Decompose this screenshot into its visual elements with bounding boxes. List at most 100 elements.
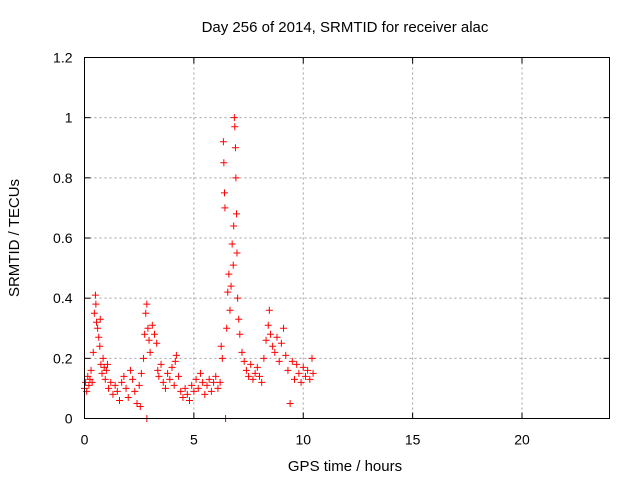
data-point [205, 375, 213, 383]
data-point [135, 381, 143, 389]
data-point [291, 375, 298, 383]
data-point [260, 354, 268, 362]
data-point [133, 399, 141, 407]
data-point [155, 372, 163, 380]
data-point [95, 333, 103, 341]
data-point [168, 363, 176, 371]
data-point [82, 378, 90, 386]
data-point [144, 324, 152, 332]
data-point [164, 369, 172, 377]
data-point [214, 384, 222, 392]
x-tick-label: 20 [514, 432, 530, 448]
data-point [194, 384, 202, 392]
data-point [92, 300, 100, 308]
data-point [256, 372, 263, 380]
data-point [145, 336, 153, 344]
data-point [93, 318, 101, 326]
data-point [258, 378, 266, 386]
data-point [153, 339, 161, 347]
data-point [122, 384, 130, 392]
data-point [217, 342, 225, 350]
data-point [111, 381, 119, 389]
data-point [245, 372, 253, 380]
data-point [288, 357, 296, 365]
data-point [188, 381, 196, 389]
data-point [277, 339, 285, 347]
data-point [212, 372, 220, 380]
data-point [166, 375, 174, 383]
data-point [282, 351, 290, 359]
x-tick-label: 5 [190, 432, 198, 448]
data-point [227, 282, 235, 290]
data-points [81, 114, 317, 422]
data-point [175, 372, 183, 380]
data-point [232, 174, 240, 182]
data-point [269, 342, 277, 350]
data-point [161, 384, 169, 392]
chart-title: Day 256 of 2014, SRMTID for receiver ala… [202, 19, 489, 36]
data-point [131, 387, 139, 395]
data-point [190, 387, 198, 395]
data-point [308, 354, 316, 362]
data-point [113, 387, 121, 395]
data-point [172, 351, 180, 359]
data-point [181, 384, 189, 392]
data-point [275, 357, 283, 365]
data-point [120, 372, 128, 380]
data-point [170, 381, 178, 389]
y-tick-label: 0.2 [53, 350, 73, 366]
data-point [96, 315, 104, 323]
data-point [253, 363, 261, 371]
data-point [221, 204, 229, 212]
data-point [249, 375, 257, 383]
data-point [105, 384, 113, 392]
data-point [148, 321, 156, 329]
data-point [146, 348, 154, 356]
data-point [91, 291, 99, 299]
data-point [230, 222, 238, 230]
data-point [304, 366, 312, 374]
data-point [199, 378, 207, 386]
data-point [126, 366, 134, 374]
data-point [124, 393, 132, 401]
data-point [236, 330, 244, 338]
data-point [233, 210, 241, 218]
data-point [103, 360, 111, 368]
data-point [299, 363, 307, 371]
data-point [136, 402, 144, 410]
data-point [231, 123, 239, 131]
data-point [157, 360, 165, 368]
data-point [129, 375, 137, 383]
data-point [203, 381, 211, 389]
data-point [225, 270, 233, 278]
data-point [118, 378, 126, 386]
data-point [216, 378, 224, 386]
data-point [226, 306, 234, 314]
data-point [102, 366, 110, 374]
data-point [196, 369, 204, 377]
data-point [238, 348, 246, 356]
data-point [266, 330, 274, 338]
grid-layer [84, 57, 610, 419]
data-point [192, 375, 200, 383]
data-point [141, 330, 149, 338]
y-tick-label: 0.8 [53, 170, 73, 186]
y-tick-label: 0 [65, 411, 73, 427]
x-axis-label: GPS time / hours [288, 458, 402, 475]
y-tick-label: 1.2 [53, 50, 73, 66]
data-point [228, 240, 236, 248]
data-point [223, 324, 231, 332]
tick-labels: 0 0.2 0.4 0.6 0.8 1 1.2 0 5 10 15 20 [53, 50, 530, 448]
data-point [286, 399, 294, 407]
data-point [234, 294, 242, 302]
data-point [218, 354, 226, 362]
data-point [109, 390, 117, 398]
data-point [87, 366, 95, 374]
data-point [171, 357, 179, 365]
data-point [301, 372, 309, 380]
data-point [142, 309, 150, 317]
data-point [179, 393, 187, 401]
data-point [262, 336, 270, 344]
data-point [107, 378, 115, 386]
data-point [159, 378, 167, 386]
